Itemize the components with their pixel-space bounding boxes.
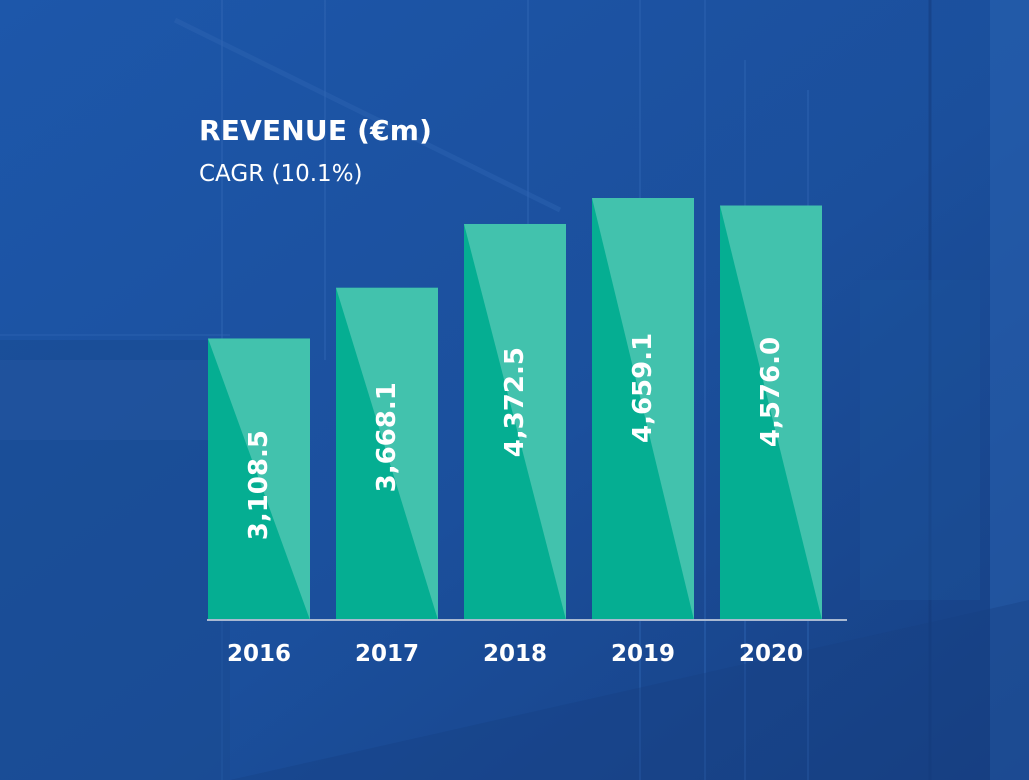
x-tick-label: 2019 [611,641,675,667]
bar-group: 4,372.5 [464,223,566,620]
bar-value-label: 4,576.0 [756,337,786,447]
x-tick-label: 2017 [355,641,419,667]
x-tick-label: 2016 [227,641,291,667]
bar-highlight [720,205,822,620]
bar-group: 4,659.1 [592,198,694,620]
bar-group: 3,668.1 [336,287,438,620]
bar-highlight [336,287,438,620]
x-axis-tick-labels: 2016 2017 2018 2019 2020 [227,641,803,667]
bar-highlight [464,223,566,620]
plot-area: 3,108.5 3,668.1 4,372.5 4,659.1 4,576.0 [208,198,822,620]
x-tick-label: 2020 [739,641,803,667]
bar-value-label: 4,372.5 [500,347,530,457]
x-tick-label: 2018 [483,641,547,667]
bar-value-label: 3,668.1 [372,382,402,492]
bar-value-label: 4,659.1 [628,333,658,443]
bar-highlight [592,198,694,620]
bar-value-label: 3,108.5 [244,430,274,540]
bar-group: 4,576.0 [720,205,822,620]
bar-highlight [208,338,310,620]
chart-title: REVENUE (€m) [199,114,433,147]
chart-subtitle: CAGR (10.1%) [199,161,363,187]
bar-group: 3,108.5 [208,338,310,620]
